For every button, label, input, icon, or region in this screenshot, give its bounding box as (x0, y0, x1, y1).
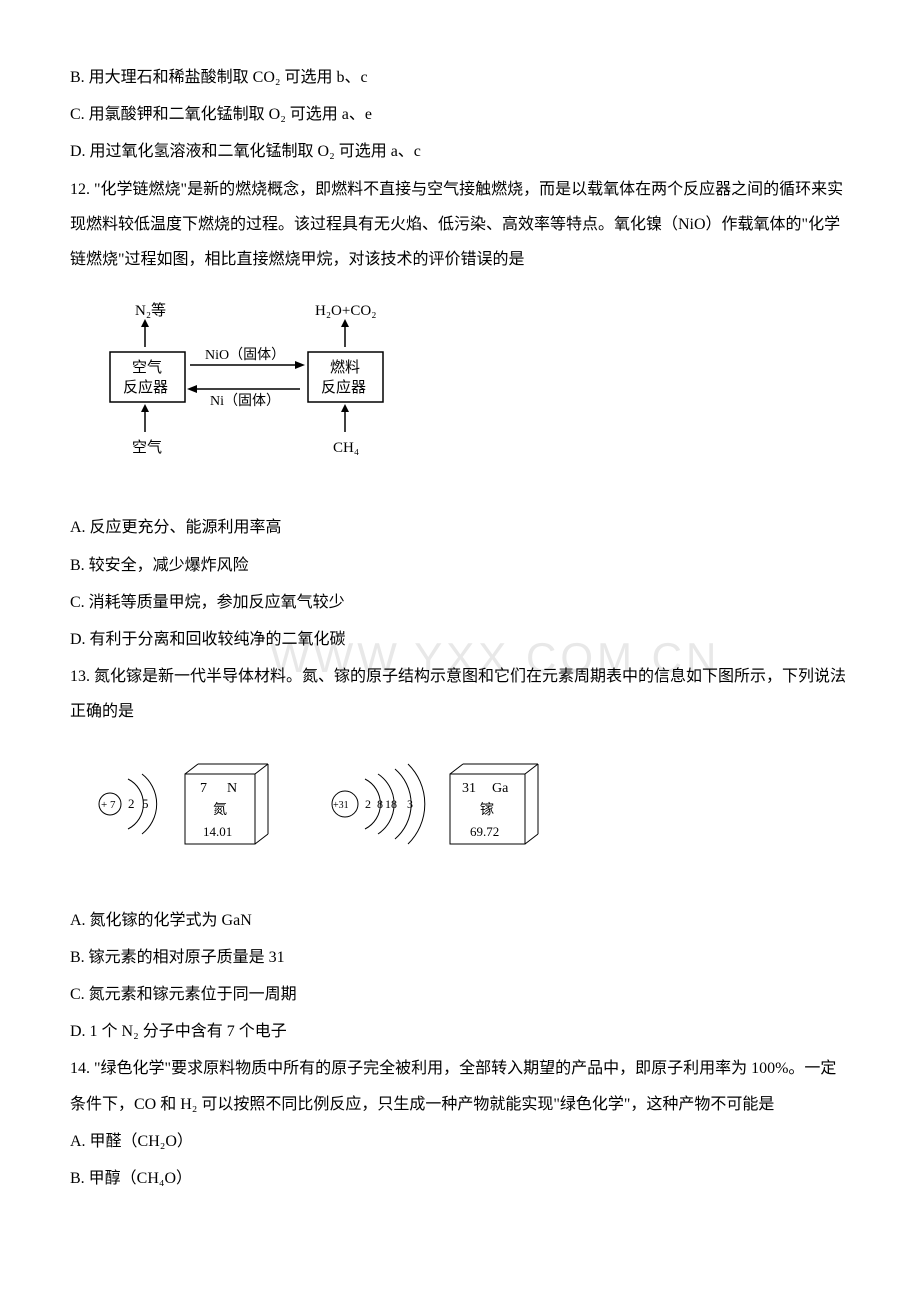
option-13b: B. 镓元素的相对原子质量是 31 (70, 940, 850, 975)
option-12b: B. 较安全，减少爆炸风险 (70, 548, 850, 583)
option-11b: B. 用大理石和稀盐酸制取 CO₂ 可选用 b、c (70, 60, 850, 95)
question-13-text: 13. 氮化镓是新一代半导体材料。氮、镓的原子结构示意图和它们在元素周期表中的信… (70, 659, 850, 729)
label-nio: NiO（固体） (205, 347, 285, 363)
ga-name: 镓 (480, 802, 494, 818)
question-14-text: 14. "绿色化学"要求原料物质中所有的原子完全被利用，全部转入期望的产品中，即… (70, 1051, 850, 1121)
ga-symbol: Ga (492, 781, 509, 796)
n-num: 7 (200, 781, 207, 796)
ga-center: +31 (333, 800, 349, 811)
option-13c: C. 氮元素和镓元素位于同一周期 (70, 977, 850, 1012)
option-14b: B. 甲醇（CH₄O） (70, 1161, 850, 1196)
box-air-line2: 反应器 (123, 378, 168, 396)
option-12a: A. 反应更充分、能源利用率高 (70, 510, 850, 545)
ga-mass: 69.72 (470, 824, 499, 839)
n-mass: 14.01 (203, 824, 232, 839)
ga-shell2: 8 (377, 797, 383, 811)
label-h2o-co2: H₂O+CO₂ (315, 303, 376, 319)
box-fuel-line1: 燃料 (330, 358, 360, 376)
option-13a: A. 氮化镓的化学式为 GaN (70, 903, 850, 938)
option-11d: D. 用过氧化氢溶液和二氧化锰制取 O₂ 可选用 a、c (70, 134, 850, 169)
n-symbol: N (227, 781, 237, 796)
option-11c: C. 用氯酸钾和二氧化锰制取 O₂ 可选用 a、e (70, 97, 850, 132)
n-shell2: 5 (142, 796, 149, 811)
diagram-q12: N₂等 H₂O+CO₂ 空气 反应器 燃料 反应器 NiO（固体） Ni（固体） (90, 297, 850, 480)
ga-shell3: 18 (385, 797, 397, 811)
ga-shell1: 2 (365, 797, 371, 811)
label-air: 空气 (132, 439, 162, 456)
option-12d: D. 有利于分离和回收较纯净的二氧化碳 (70, 622, 850, 657)
box-fuel-line2: 反应器 (321, 378, 366, 396)
n-name: 氮 (213, 802, 227, 818)
option-14a: A. 甲醛（CH₂O） (70, 1124, 850, 1159)
diagram-q13: + 7 2 5 7 N 氮 14.01 +3 (90, 749, 850, 872)
n-shell1: 2 (128, 796, 135, 811)
n-center: + 7 (101, 799, 116, 811)
ga-num: 31 (462, 781, 476, 796)
option-13d: D. 1 个 N₂ 分子中含有 7 个电子 (70, 1014, 850, 1049)
ga-shell4: 3 (407, 797, 413, 811)
box-air-line1: 空气 (132, 359, 162, 376)
label-n2: N₂等 (135, 301, 166, 319)
question-12-text: 12. "化学链燃烧"是新的燃烧概念，即燃料不直接与空气接触燃烧，而是以载氧体在… (70, 172, 850, 278)
label-ni: Ni（固体） (210, 393, 280, 409)
label-ch4: CH₄ (333, 440, 359, 456)
option-12c: C. 消耗等质量甲烷，参加反应氧气较少 (70, 585, 850, 620)
